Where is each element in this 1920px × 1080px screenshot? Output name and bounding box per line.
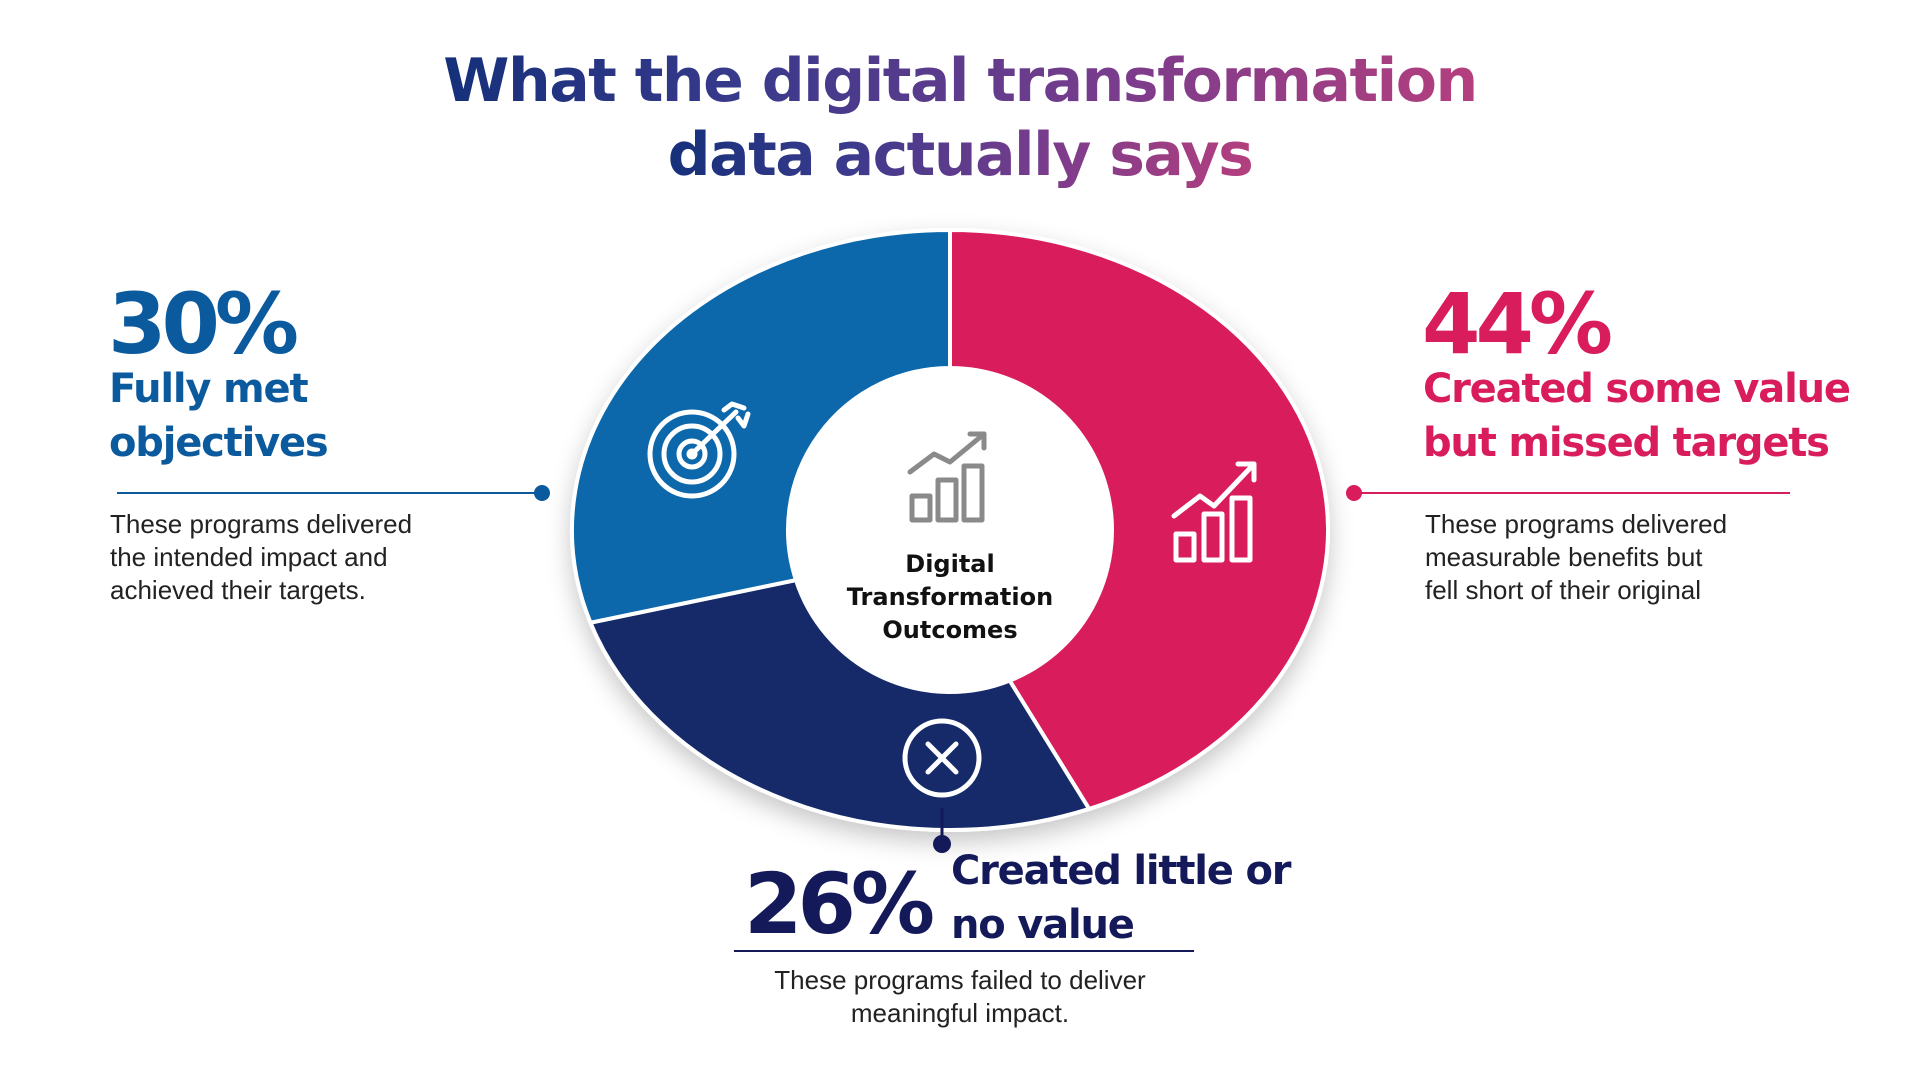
heading-fully-met: Fully met objectives <box>109 362 329 470</box>
heading-little-value: Created little or no value <box>951 844 1291 952</box>
divider-little-value <box>734 950 1194 952</box>
heading-little-value-line-2: no value <box>951 902 1135 948</box>
donut-center-label: Digital Transformation Outcomes <box>840 548 1060 647</box>
percent-little-value: 26% <box>744 855 935 953</box>
connector-dot-fully-met <box>534 485 550 501</box>
title-line-2: data actually says <box>667 120 1254 190</box>
target-icon <box>647 401 751 499</box>
center-chart-icon <box>907 431 987 523</box>
title-line-1: What the digital transformation <box>443 46 1478 116</box>
x-circle-icon <box>902 718 982 798</box>
heading-some-value: Created some value but missed targets <box>1423 362 1851 470</box>
description-some-value-line-2: measurable benefits but <box>1425 542 1703 572</box>
description-little-value-line-1: These programs failed to deliver <box>774 965 1146 995</box>
page-title: What the digital transformation data act… <box>0 44 1920 192</box>
description-fully-met-line-3: achieved their targets. <box>110 575 366 605</box>
heading-some-value-line-1: Created some value <box>1423 366 1851 412</box>
description-some-value-line-3: fell short of their original <box>1425 575 1702 605</box>
center-label-line-2: Transformation <box>846 583 1054 611</box>
description-fully-met: These programs delivered the intended im… <box>110 508 412 607</box>
percent-fully-met: 30% <box>108 275 299 373</box>
divider-some-value <box>1354 492 1790 494</box>
connector-dot-little-value <box>933 835 951 853</box>
heading-fully-met-line-2: objectives <box>109 420 329 466</box>
description-little-value: These programs failed to deliver meaning… <box>700 964 1220 1030</box>
percent-some-value: 44% <box>1422 275 1613 373</box>
divider-fully-met <box>117 492 540 494</box>
heading-some-value-line-2: but missed targets <box>1423 420 1830 466</box>
description-little-value-line-2: meaningful impact. <box>850 998 1070 1028</box>
donut-hole <box>788 368 1112 692</box>
description-fully-met-line-1: These programs delivered <box>110 509 413 539</box>
description-fully-met-line-2: the intended impact and <box>110 542 388 572</box>
slice-some-value <box>948 227 1330 812</box>
center-label-line-1: Digital <box>905 550 995 578</box>
description-some-value: These programs delivered measurable bene… <box>1425 508 1727 607</box>
center-label-line-3: Outcomes <box>882 616 1018 644</box>
description-some-value-line-1: These programs delivered <box>1425 509 1728 539</box>
heading-little-value-line-1: Created little or <box>951 848 1291 894</box>
heading-fully-met-line-1: Fully met <box>109 366 309 412</box>
bar-growth-icon <box>1171 461 1257 563</box>
